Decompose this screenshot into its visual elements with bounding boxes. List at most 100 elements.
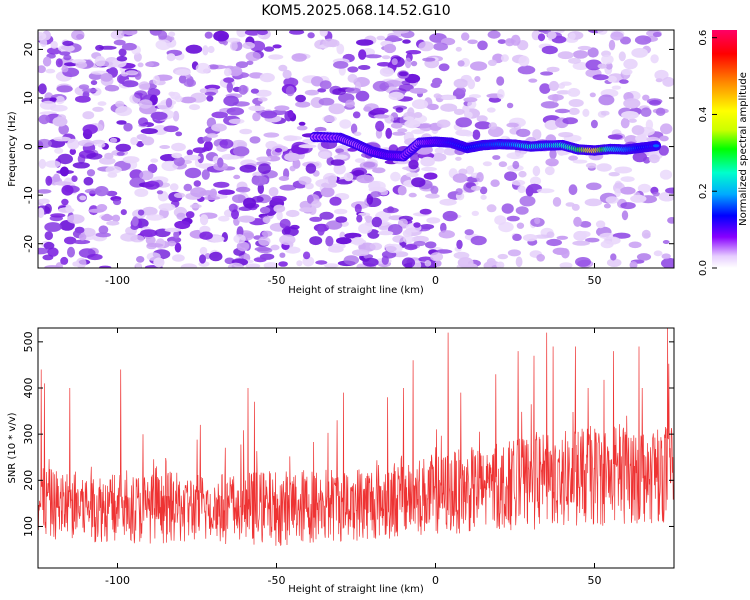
noise-blob: [54, 147, 64, 154]
noise-blob: [232, 194, 246, 204]
noise-blob: [44, 222, 62, 232]
noise-blob: [111, 214, 121, 222]
colorbar-label: Normalized spectral amplitude: [738, 72, 749, 226]
noise-blob: [343, 255, 359, 265]
noise-blob: [282, 69, 292, 79]
noise-blob: [65, 204, 72, 212]
noise-blob: [582, 108, 590, 117]
noise-blob: [320, 187, 335, 198]
noise-blob: [529, 176, 542, 186]
noise-blob: [209, 188, 217, 198]
noise-blob: [405, 172, 419, 178]
noise-blob: [146, 214, 164, 221]
y-tick-label: 20: [22, 42, 35, 56]
noise-blob: [279, 184, 297, 191]
noise-blob: [516, 128, 531, 138]
noise-blob: [425, 241, 437, 249]
noise-blob: [461, 32, 470, 41]
noise-blob: [343, 172, 354, 182]
noise-blob: [134, 188, 149, 197]
noise-blob: [236, 241, 250, 252]
noise-blob: [116, 55, 128, 62]
noise-blob: [52, 173, 61, 183]
noise-blob: [116, 151, 125, 156]
noise-blob: [430, 185, 439, 195]
noise-blob: [44, 231, 53, 241]
noise-blob: [358, 212, 371, 217]
noise-blob: [289, 30, 305, 35]
noise-blob: [174, 220, 191, 230]
noise-blob: [619, 79, 629, 84]
noise-blob: [118, 48, 127, 57]
snr-x-axis-label: Height of straight line (km): [288, 584, 424, 595]
noise-blob: [278, 64, 288, 72]
x-tick-label: 50: [588, 274, 602, 287]
noise-blob: [295, 101, 311, 108]
noise-blob: [351, 249, 370, 257]
noise-blob: [435, 249, 453, 254]
noise-blob: [188, 104, 201, 111]
noise-blob: [336, 43, 345, 55]
noise-blob: [307, 32, 315, 39]
noise-blob: [285, 85, 295, 97]
noise-blob: [315, 260, 328, 265]
noise-blob: [330, 159, 345, 166]
noise-blob: [61, 185, 74, 196]
noise-blob: [38, 247, 49, 255]
noise-blob: [425, 193, 440, 199]
noise-blob: [223, 68, 232, 77]
noise-blob: [636, 253, 652, 261]
track-core-mark: [652, 144, 660, 148]
noise-blob: [61, 66, 69, 73]
colorbar-tick-label: 0.2: [698, 183, 709, 199]
noise-blob: [202, 195, 221, 201]
noise-blob: [556, 30, 565, 33]
noise-blob: [319, 211, 334, 220]
noise-blob: [592, 74, 609, 81]
noise-blob: [328, 103, 346, 115]
noise-blob: [204, 91, 217, 96]
noise-blob: [433, 42, 448, 51]
noise-blob: [456, 239, 463, 250]
noise-blob: [525, 186, 534, 197]
noise-blob: [209, 235, 225, 243]
x-tick-label: 50: [588, 574, 602, 587]
noise-blob: [623, 58, 638, 70]
noise-blob: [345, 99, 355, 108]
noise-blob: [554, 108, 570, 114]
noise-blob: [258, 163, 271, 175]
noise-blob: [661, 253, 671, 260]
noise-blob: [49, 97, 57, 102]
noise-blob: [218, 215, 230, 222]
noise-blob: [71, 30, 85, 41]
noise-blob: [245, 263, 261, 268]
noise-blob: [226, 82, 233, 93]
noise-blob: [38, 65, 46, 74]
noise-blob: [150, 158, 159, 163]
noise-blob: [358, 223, 373, 234]
noise-blob: [642, 94, 650, 101]
noise-blob: [383, 207, 399, 214]
noise-blob: [171, 142, 186, 152]
noise-blob: [515, 256, 523, 268]
noise-blob: [335, 216, 348, 223]
noise-blob: [46, 47, 62, 55]
noise-blob: [120, 209, 127, 216]
noise-blob: [122, 156, 140, 164]
noise-blob: [379, 67, 394, 77]
noise-blob: [199, 254, 206, 264]
noise-blob: [621, 68, 633, 76]
noise-blob: [470, 61, 488, 71]
noise-blob: [204, 31, 213, 39]
noise-blob: [560, 81, 572, 86]
noise-blob: [44, 203, 52, 214]
noise-blob: [634, 35, 652, 45]
noise-blob: [201, 169, 210, 180]
noise-blob: [556, 235, 569, 240]
noise-blob: [430, 152, 447, 162]
noise-blob: [333, 61, 349, 69]
noise-blob: [365, 54, 382, 59]
noise-blob: [136, 256, 145, 263]
noise-blob: [452, 173, 468, 183]
